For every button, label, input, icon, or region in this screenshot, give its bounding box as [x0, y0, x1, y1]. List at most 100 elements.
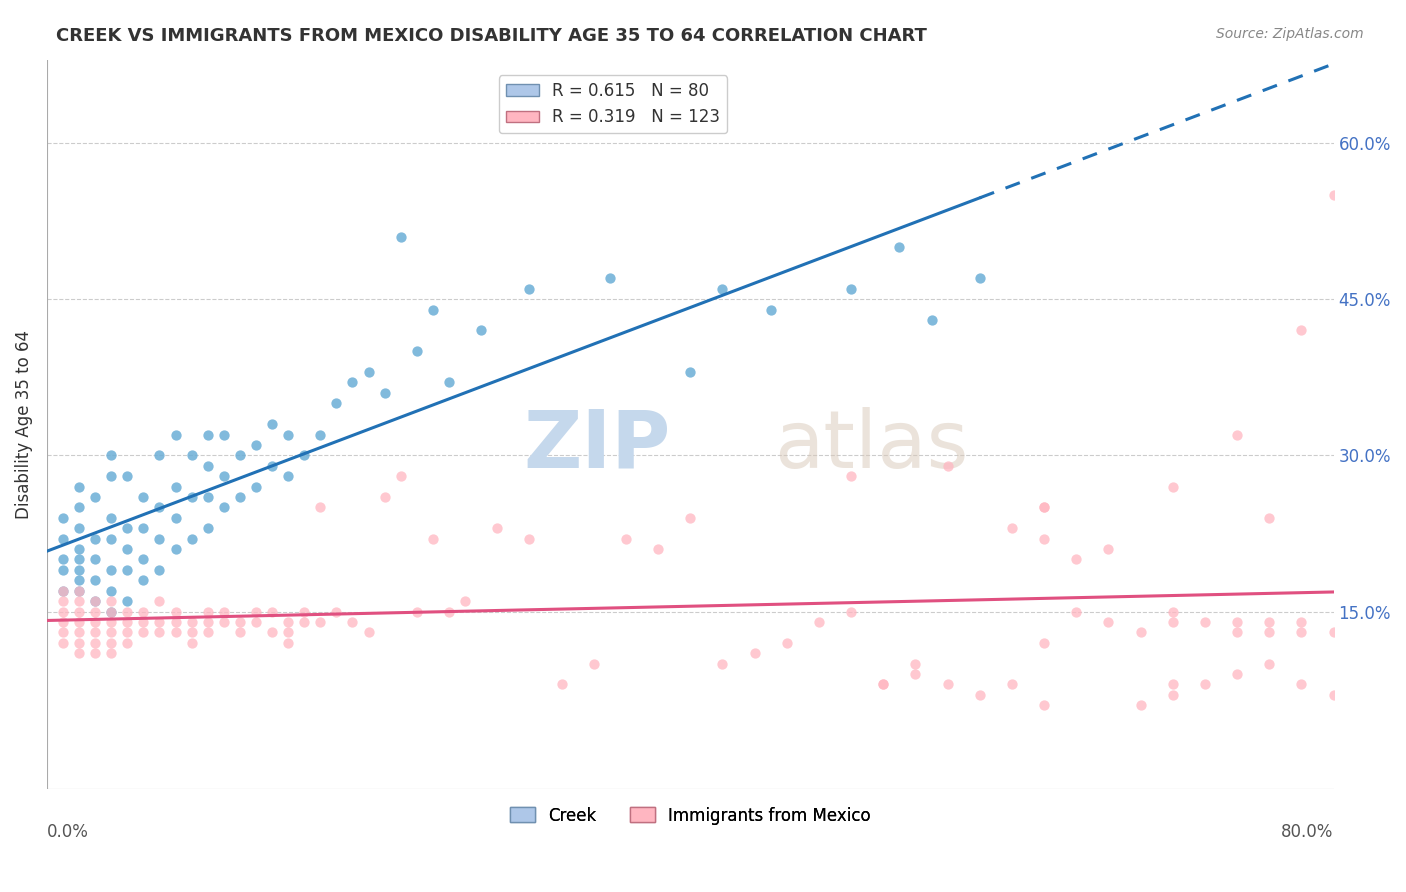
Point	[486, 521, 509, 535]
Point	[165, 615, 187, 629]
Point	[229, 625, 252, 640]
Point	[292, 615, 315, 629]
Point	[67, 583, 90, 598]
Point	[1064, 605, 1087, 619]
Text: CREEK VS IMMIGRANTS FROM MEXICO DISABILITY AGE 35 TO 64 CORRELATION CHART: CREEK VS IMMIGRANTS FROM MEXICO DISABILI…	[56, 27, 927, 45]
Point	[519, 532, 541, 546]
Point	[67, 636, 90, 650]
Point	[245, 438, 267, 452]
Point	[52, 563, 75, 577]
Point	[212, 605, 235, 619]
Text: atlas: atlas	[773, 407, 969, 485]
Point	[1161, 615, 1184, 629]
Point	[100, 532, 122, 546]
Point	[165, 479, 187, 493]
Point	[84, 636, 107, 650]
Point	[117, 594, 139, 608]
Point	[1226, 625, 1249, 640]
Point	[872, 677, 894, 691]
Point	[454, 594, 477, 608]
Point	[839, 469, 862, 483]
Legend: Creek, Immigrants from Mexico: Creek, Immigrants from Mexico	[503, 800, 877, 831]
Point	[1097, 542, 1119, 557]
Point	[1323, 625, 1346, 640]
Point	[229, 490, 252, 504]
Point	[711, 282, 734, 296]
Point	[197, 490, 219, 504]
Point	[117, 563, 139, 577]
Point	[52, 615, 75, 629]
Point	[67, 500, 90, 515]
Point	[100, 625, 122, 640]
Point	[197, 521, 219, 535]
Point	[84, 552, 107, 566]
Point	[100, 636, 122, 650]
Point	[117, 636, 139, 650]
Point	[180, 625, 202, 640]
Point	[132, 552, 155, 566]
Point	[212, 615, 235, 629]
Point	[52, 552, 75, 566]
Text: ZIP: ZIP	[523, 407, 671, 485]
Point	[52, 583, 75, 598]
Point	[197, 427, 219, 442]
Point	[1033, 636, 1056, 650]
Point	[1033, 500, 1056, 515]
Point	[132, 605, 155, 619]
Point	[84, 532, 107, 546]
Point	[519, 282, 541, 296]
Point	[839, 605, 862, 619]
Point	[437, 376, 460, 390]
Point	[100, 448, 122, 462]
Point	[277, 615, 299, 629]
Point	[904, 667, 927, 681]
Point	[67, 563, 90, 577]
Point	[132, 521, 155, 535]
Point	[100, 583, 122, 598]
Point	[165, 605, 187, 619]
Point	[904, 657, 927, 671]
Text: 80.0%: 80.0%	[1281, 823, 1334, 841]
Point	[262, 605, 284, 619]
Point	[921, 313, 943, 327]
Point	[84, 490, 107, 504]
Point	[969, 688, 991, 702]
Point	[212, 469, 235, 483]
Point	[1001, 521, 1024, 535]
Point	[1161, 605, 1184, 619]
Point	[277, 636, 299, 650]
Point	[52, 605, 75, 619]
Text: 0.0%: 0.0%	[46, 823, 89, 841]
Point	[405, 344, 427, 359]
Text: Source: ZipAtlas.com: Source: ZipAtlas.com	[1216, 27, 1364, 41]
Point	[165, 542, 187, 557]
Point	[100, 615, 122, 629]
Point	[148, 594, 170, 608]
Point	[1129, 625, 1152, 640]
Point	[67, 615, 90, 629]
Point	[277, 469, 299, 483]
Point	[357, 365, 380, 379]
Point	[84, 605, 107, 619]
Point	[1226, 615, 1249, 629]
Point	[84, 625, 107, 640]
Point	[67, 479, 90, 493]
Point	[132, 574, 155, 588]
Point	[132, 490, 155, 504]
Point	[100, 511, 122, 525]
Point	[148, 532, 170, 546]
Point	[405, 605, 427, 619]
Point	[1194, 677, 1216, 691]
Point	[357, 625, 380, 640]
Point	[84, 594, 107, 608]
Point	[374, 385, 396, 400]
Point	[148, 448, 170, 462]
Point	[969, 271, 991, 285]
Point	[1226, 667, 1249, 681]
Point	[84, 646, 107, 660]
Point	[1291, 677, 1313, 691]
Point	[165, 511, 187, 525]
Point	[67, 646, 90, 660]
Point	[1258, 657, 1281, 671]
Point	[245, 615, 267, 629]
